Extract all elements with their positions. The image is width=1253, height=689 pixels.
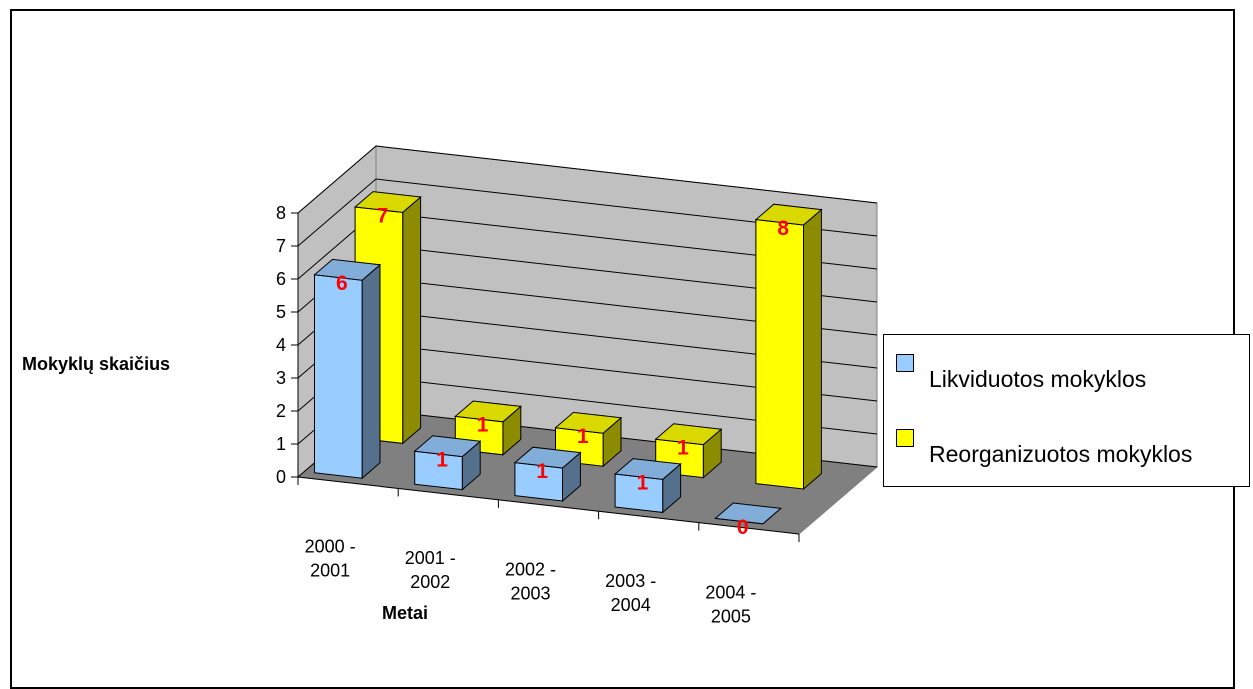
x-tick-label-line: 2000 - (305, 537, 356, 557)
x-tick-label-line: 2001 - (405, 548, 456, 568)
gridline-8 (297, 145, 878, 214)
x-tick-label-line: 2002 - (505, 560, 556, 580)
y-tick-label: 6 (276, 269, 286, 289)
x-tick-label-line: 2003 - (605, 571, 656, 591)
x-tick-label: 2001 - 2002 (405, 548, 456, 592)
x-tick-label-line: 2004 (611, 595, 651, 615)
bar-reorganizuotos-3-label: 1 (677, 437, 689, 460)
bar-likviduotos-0-top (313, 258, 382, 281)
bar-reorganizuotos-1-top (454, 400, 522, 423)
legend-swatch-likviduotos (896, 354, 914, 372)
bar-likviduotos-3-top (613, 458, 682, 480)
bar-reorganizuotos-1-label: 1 (477, 414, 489, 437)
x-tick-label-line: 2002 (410, 572, 450, 592)
bar-likviduotos-0-label: 6 (336, 272, 348, 295)
x-tick-label: 2003 - 2004 (605, 571, 656, 615)
y-tick-label: 1 (276, 434, 286, 454)
bar-likviduotos-1-top (413, 435, 482, 458)
gridline-7 (297, 178, 878, 247)
x-tick-label: 2004 - 2005 (705, 582, 756, 626)
bar-likviduotos-2-label: 1 (536, 460, 548, 483)
x-tick-label-line: 2001 (310, 561, 350, 581)
y-tick-label: 2 (276, 401, 286, 421)
bar-likviduotos-4-label: 0 (737, 516, 749, 539)
x-axis-line (297, 476, 800, 535)
bar-likviduotos-1-label: 1 (436, 449, 448, 472)
bar-reorganizuotos-2-top (554, 411, 623, 434)
y-tick-label: 0 (276, 467, 286, 487)
x-axis-title: Metai (382, 603, 428, 623)
bar-likviduotos-2-top (513, 446, 582, 469)
y-tick-label: 5 (276, 302, 286, 322)
y-tick-label: 8 (276, 203, 286, 223)
x-tick-label-line: 2005 (711, 606, 751, 626)
legend-label-likviduotos: Likviduotos mokyklos (929, 366, 1147, 392)
bar-reorganizuotos-4-label: 8 (777, 217, 789, 240)
bar-reorganizuotos-0-side (402, 195, 422, 445)
bar-likviduotos-0-side (361, 263, 381, 480)
bar-reorganizuotos-0-top (353, 191, 422, 213)
x-tick-label: 2002 - 2003 (505, 560, 556, 604)
bar-reorganizuotos-4-front (755, 219, 804, 490)
bar-reorganizuotos-2-label: 1 (577, 425, 589, 448)
bar-reorganizuotos-4-side (803, 208, 822, 491)
bar-reorganizuotos-4-top (754, 203, 823, 226)
y-tick-label: 3 (276, 368, 286, 388)
chart-legend: Likviduotos mokyklos Reorganizuotos moky… (883, 334, 1250, 487)
y-tick-label: 7 (276, 236, 286, 256)
x-tick-label-line: 2003 (510, 584, 550, 604)
legend-swatch-reorganizuotos (896, 429, 914, 447)
x-tick-label-line: 2004 - (705, 582, 756, 602)
x-tick-label: 2000 - 2001 (305, 537, 356, 581)
bar-likviduotos-3-label: 1 (637, 471, 649, 494)
bar-likviduotos-4-top (714, 502, 782, 525)
y-axis-title: Mokyklų skaičius (22, 354, 170, 374)
bar-reorganizuotos-3-top (654, 423, 723, 446)
y-tick-label: 4 (276, 335, 286, 355)
bar-likviduotos-0-front (314, 274, 363, 479)
legend-label-reorganizuotos: Reorganizuotos mokyklos (929, 441, 1193, 467)
bar-reorganizuotos-0-label: 7 (377, 204, 389, 227)
